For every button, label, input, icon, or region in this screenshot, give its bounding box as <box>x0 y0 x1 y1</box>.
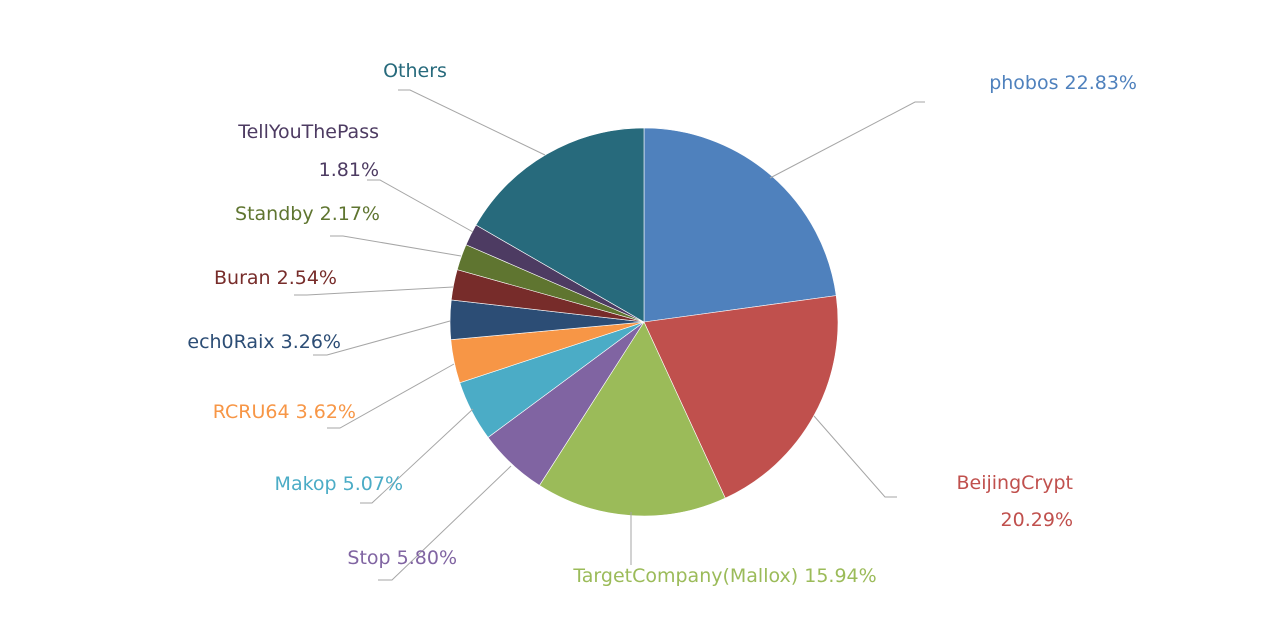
leader-lines <box>294 89 925 581</box>
leader-line <box>330 235 462 257</box>
slice-label: RCRU64 3.62% <box>213 401 356 423</box>
slice-label: Standby 2.17% <box>235 203 380 225</box>
slice-label: TellYouThePass <box>237 121 379 143</box>
slice-label: Others <box>383 60 447 82</box>
slice-label: Buran 2.54% <box>214 267 337 289</box>
pie-slice-beijingcrypt <box>643 295 839 499</box>
slice-label: TargetCompany(Mallox) 15.94% <box>572 565 876 587</box>
slice-label: 1.81% <box>319 159 379 181</box>
slice-label: Makop 5.07% <box>275 473 403 495</box>
slice-label: ech0Raix 3.26% <box>187 331 341 353</box>
leader-line <box>769 101 925 179</box>
leader-line <box>313 320 451 356</box>
leader-line <box>367 179 474 233</box>
pie-slice-phobos <box>643 127 837 323</box>
slice-label: 20.29% <box>1001 509 1073 531</box>
leader-line <box>360 408 474 504</box>
leader-line <box>813 415 897 498</box>
pie-slice-others <box>475 127 645 323</box>
leader-line <box>378 465 512 581</box>
leader-line <box>327 363 455 429</box>
slice-label: Stop 5.80% <box>347 547 457 569</box>
slice-label: BeijingCrypt <box>957 472 1074 494</box>
leader-line <box>294 286 454 296</box>
pie-slices <box>449 127 839 517</box>
slice-label: phobos 22.83% <box>989 72 1137 94</box>
slice-labels: phobos 22.83% BeijingCrypt 20.29% TargetCom… <box>187 60 1137 587</box>
leader-line <box>398 89 546 156</box>
